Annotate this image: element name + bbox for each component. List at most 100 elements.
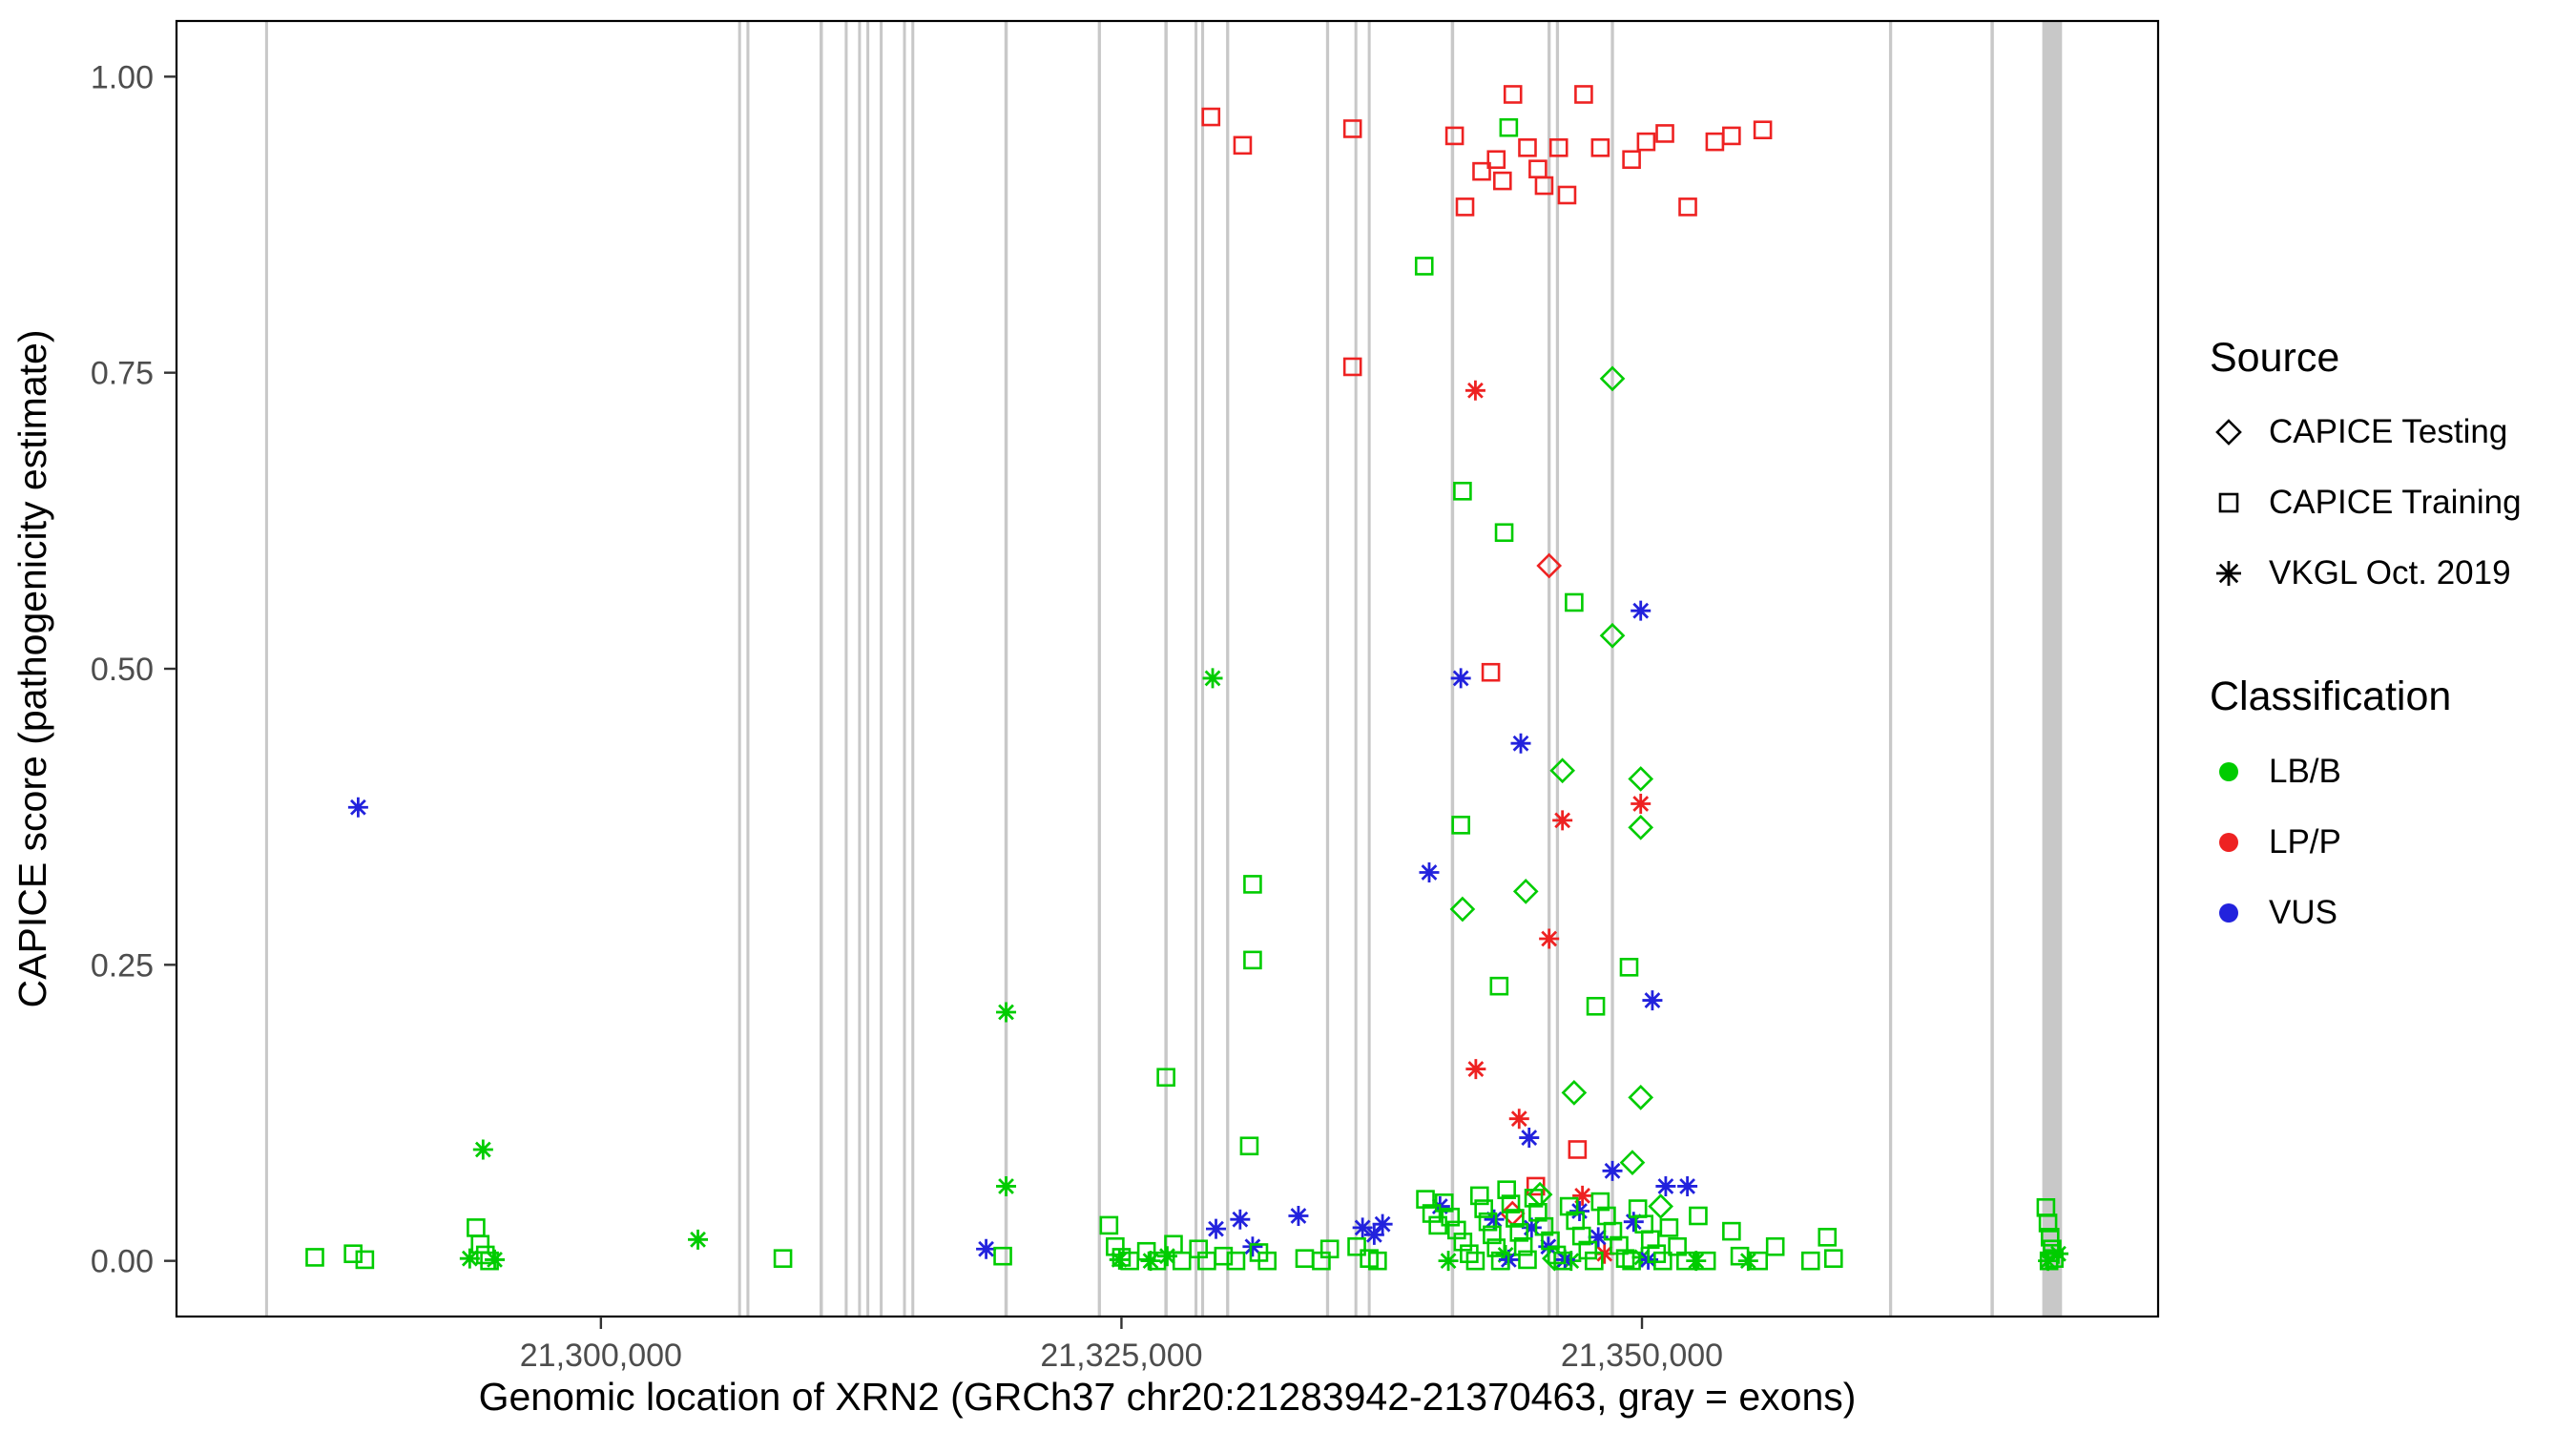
data-point <box>1569 1201 1590 1222</box>
data-point <box>343 1244 363 1264</box>
exon-band <box>880 22 883 1316</box>
data-point <box>1571 1226 1591 1246</box>
data-point <box>1565 592 1584 612</box>
data-point <box>1136 1241 1156 1261</box>
data-point <box>1521 1217 1542 1238</box>
data-point <box>1206 1218 1227 1239</box>
exon-band <box>1226 22 1230 1316</box>
data-point <box>1519 1128 1540 1149</box>
legend-group-source: Source CAPICE Testing CAPICE Training VK… <box>2210 335 2522 592</box>
data-point <box>1578 1240 1598 1260</box>
x-tick-label: 21,325,000 <box>1040 1338 1202 1374</box>
data-point <box>1147 1251 1167 1271</box>
data-point <box>459 1248 480 1269</box>
data-point <box>1490 1251 1510 1271</box>
data-point <box>1486 150 1506 170</box>
data-point <box>1243 875 1262 894</box>
data-point <box>1615 1249 1635 1268</box>
legend-item-vus: VUS <box>2210 894 2522 932</box>
data-point <box>1120 1251 1139 1271</box>
legend: Source CAPICE Testing CAPICE Training VK… <box>2210 335 2522 964</box>
exon-band <box>264 22 268 1316</box>
data-point <box>1469 1186 1489 1206</box>
exon-band <box>858 22 862 1316</box>
data-point <box>305 1248 324 1267</box>
exon-band <box>1450 22 1455 1316</box>
data-point <box>1352 1217 1373 1238</box>
data-point <box>1444 126 1465 146</box>
x-tick-label: 21,350,000 <box>1561 1338 1723 1374</box>
data-point <box>1472 161 1491 181</box>
data-point <box>1590 138 1610 157</box>
green-dot-icon <box>2219 761 2238 781</box>
x-axis-title: Genomic location of XRN2 (GRCh37 chr20:2… <box>479 1375 1857 1419</box>
y-tick-label: 1.00 <box>91 59 154 95</box>
data-point <box>2040 1228 2060 1247</box>
data-point <box>1140 1251 1161 1272</box>
data-point <box>1602 1160 1623 1181</box>
data-point <box>1446 1220 1466 1240</box>
data-point <box>1342 119 1362 138</box>
data-point <box>1676 1251 1695 1271</box>
data-point <box>1489 976 1509 996</box>
data-point <box>1619 958 1639 977</box>
data-point <box>2039 1251 2059 1271</box>
legend-item-label: CAPICE Training <box>2269 484 2522 522</box>
exon-band <box>1548 22 1551 1316</box>
legend-source-title: Source <box>2210 335 2340 381</box>
data-point <box>1422 1204 1442 1223</box>
legend-item-lbb: LB/B <box>2210 753 2522 791</box>
data-point <box>1372 1213 1393 1234</box>
data-point <box>1109 1249 1130 1270</box>
data-point <box>996 1175 1017 1196</box>
data-point <box>1342 357 1362 377</box>
exon-band <box>844 22 848 1316</box>
data-point <box>1557 185 1577 205</box>
data-point <box>1599 622 1626 649</box>
asterisk-icon <box>2216 561 2241 587</box>
y-tick-label: 0.25 <box>91 947 154 984</box>
data-point <box>1603 1221 1623 1241</box>
red-dot-icon <box>2219 832 2238 852</box>
exon-band <box>903 22 906 1316</box>
data-point <box>1106 1236 1125 1256</box>
data-point <box>1319 1239 1340 1259</box>
x-tick-label: 21,300,000 <box>520 1338 682 1374</box>
data-point <box>1588 1227 1609 1248</box>
exon-band <box>1097 22 1101 1316</box>
data-point <box>485 1249 506 1270</box>
data-point <box>1242 1236 1263 1257</box>
data-point <box>1730 1246 1750 1266</box>
data-point <box>1508 1109 1529 1130</box>
exon-band <box>911 22 915 1316</box>
data-point <box>1561 1080 1588 1106</box>
data-point <box>1434 1193 1454 1213</box>
data-point <box>1631 600 1652 621</box>
exon-band <box>1325 22 1330 1316</box>
data-point <box>1493 171 1512 191</box>
data-point <box>1453 1232 1473 1252</box>
data-point <box>1677 1175 1698 1196</box>
data-point <box>1510 733 1531 754</box>
data-point <box>1368 1251 1387 1271</box>
data-point <box>1230 1209 1251 1230</box>
data-point <box>1631 1247 1652 1268</box>
data-point <box>1574 85 1593 104</box>
exon-band <box>1888 22 1893 1316</box>
data-point <box>1642 990 1663 1011</box>
data-point <box>1818 1228 1838 1247</box>
legend-item-label: LB/B <box>2269 752 2341 790</box>
data-point <box>1494 523 1514 543</box>
data-point <box>1686 1251 1707 1272</box>
data-point <box>1214 1246 1234 1266</box>
data-point <box>1172 1251 1192 1271</box>
data-point <box>1559 1196 1579 1216</box>
data-point <box>1363 1224 1384 1245</box>
diamond-icon <box>2215 419 2242 446</box>
data-point <box>1518 138 1537 157</box>
exon-band <box>1004 22 1008 1316</box>
data-point <box>355 1250 375 1270</box>
exon-band <box>819 22 823 1316</box>
data-point <box>1689 1206 1708 1226</box>
data-point <box>1156 1068 1175 1088</box>
